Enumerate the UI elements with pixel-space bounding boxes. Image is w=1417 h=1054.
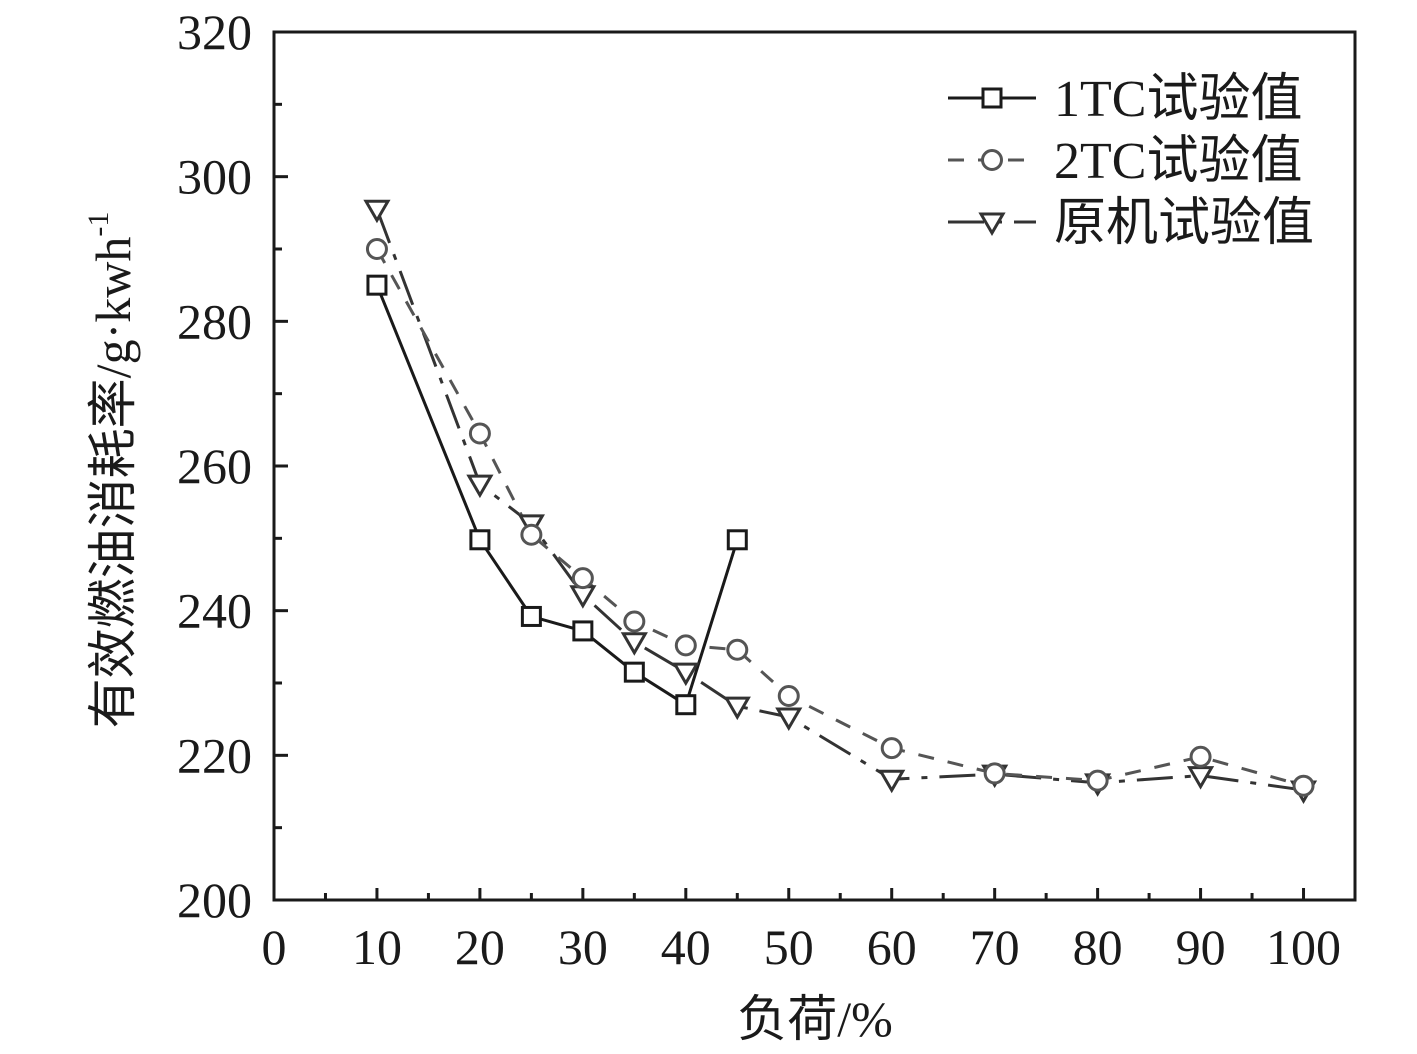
data-point-series-1 [520,605,542,627]
x-tick-label: 60 [867,919,917,975]
data-point-series-2 [726,638,749,661]
series-layer [363,199,1318,805]
x-tick-label: 10 [352,919,402,975]
y-tick-label: 240 [177,583,252,639]
data-point-series-3 [363,199,391,224]
data-point-series-2 [983,762,1006,785]
x-tick-label: 40 [661,919,711,975]
series-line-3 [375,208,1304,792]
x-axis-title: 负荷/% [737,991,893,1047]
series-line-2 [375,248,1304,788]
data-point-series-3 [723,696,751,721]
data-point-series-1 [366,274,388,296]
y-tick-label: 200 [177,872,252,928]
data-point-series-3 [569,585,597,609]
x-tick-label: 80 [1073,919,1123,975]
y-tick-label: 320 [177,4,252,60]
data-point-series-3 [878,769,906,794]
legend-label-1: 1TC试验值 [1054,71,1302,128]
data-point-series-2 [623,610,646,633]
y-axis-title-main: 有效燃油消耗率/g·kwh [85,237,141,729]
data-point-series-2 [365,238,388,260]
y-tick-label: 300 [177,149,252,205]
y-axis-title-sup: -1 [82,212,115,237]
x-tick-label: 0 [262,919,287,975]
data-point-series-1 [572,620,594,642]
data-point-series-3 [672,662,700,687]
data-point-series-2 [1189,745,1212,768]
legend-marker-2 [981,149,1003,171]
data-point-series-2 [1292,774,1315,797]
x-tick-label: 90 [1176,919,1226,975]
data-point-series-2 [1086,769,1109,792]
x-tick-label: 70 [970,919,1020,975]
y-tick-label: 220 [177,727,252,783]
x-tick-label: 100 [1266,919,1341,975]
x-tick-label: 50 [764,919,814,975]
data-point-series-2 [571,567,594,590]
data-point-series-1 [469,529,491,551]
legend-label-2: 2TC试验值 [1054,133,1302,190]
x-tick-label: 30 [558,919,608,975]
data-point-series-1 [623,661,645,683]
data-point-series-2 [880,737,903,760]
y-tick-label: 280 [177,293,252,349]
data-point-series-1 [675,694,697,716]
y-tick-label: 260 [177,438,252,494]
data-point-series-3 [620,632,648,656]
data-point-series-2 [674,634,697,657]
legend-marker-1 [981,87,1003,109]
data-point-series-1 [726,529,748,551]
data-point-series-2 [468,422,491,445]
data-point-series-2 [520,523,543,546]
legend-label-3: 原机试验值 [1054,195,1314,252]
legend-marker-3 [978,212,1006,236]
axes-layer: 200 220 240 260 280 300 320 0 10 20 30 40 50 60 70 80 90… [177,4,1357,975]
y-axis-title: 有效燃油消耗率/g·kwh-1 [82,212,141,729]
data-point-series-2 [777,685,800,708]
data-point-series-3 [466,474,494,499]
x-tick-label: 20 [455,919,505,975]
data-point-series-3 [775,707,803,731]
